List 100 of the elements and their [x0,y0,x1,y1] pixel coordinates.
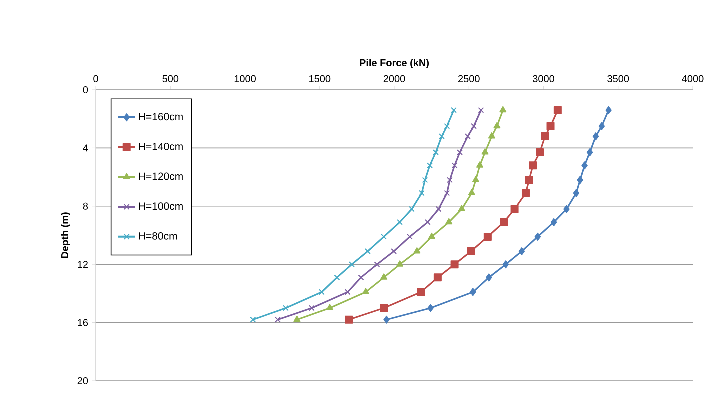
point [573,189,580,198]
point [534,232,542,241]
point [488,132,496,139]
point [467,247,476,256]
legend-label: H=120cm [139,172,183,180]
point [586,148,594,157]
point [592,132,600,141]
point [326,304,334,310]
y-axis-title: Depth (m) [61,212,70,258]
point [550,218,558,226]
point [358,274,364,281]
x-axis-title: Pile Force (kN) [360,59,430,69]
point [438,134,445,140]
y-tick-label: 4 [83,144,88,152]
point [518,247,526,256]
point [450,260,459,269]
point [344,289,351,296]
point [334,274,340,281]
point [433,150,439,156]
point [447,177,453,184]
point [396,260,404,267]
point [294,316,301,322]
x-tick-label: 2000 [384,75,406,82]
point [428,232,436,240]
x-tick-label: 1500 [310,75,331,82]
point [428,304,434,312]
point [434,274,442,282]
point [510,205,519,214]
x-tick-label: 3500 [608,75,630,82]
point [458,205,466,212]
y-tick-label: 16 [78,319,88,326]
point [446,218,453,225]
legend-label: H=140cm [139,142,183,150]
point [250,316,256,323]
x-tick-label: 4000 [682,75,704,82]
point [494,122,501,129]
point [606,106,612,114]
point [452,162,458,169]
point [408,206,415,212]
point [274,316,281,323]
point [418,190,425,196]
point [348,262,355,268]
point [470,288,476,296]
point [345,316,354,324]
point [502,260,510,269]
point [424,219,431,226]
point [391,248,398,254]
point [476,162,484,168]
point [457,150,463,156]
point [472,176,480,182]
point [486,274,492,282]
point [522,189,530,198]
point [422,177,428,184]
point [374,262,380,268]
point [484,232,492,241]
point [598,122,606,130]
point [471,123,478,130]
legend-label: H=80cm [139,232,178,240]
point [380,274,388,280]
point [308,305,315,312]
point [444,123,450,130]
legend-label: H=160cm [139,113,183,121]
point [577,176,584,184]
point [554,106,562,114]
point [468,189,476,196]
point [478,107,484,114]
point [582,162,588,170]
y-tick-label: 0 [83,86,88,94]
point [541,132,550,141]
legend-label: H=100cm [139,202,183,210]
point [500,218,508,226]
point [525,176,534,184]
point [436,206,442,212]
point [464,134,471,140]
point [444,190,450,196]
point [417,288,426,296]
point [318,289,325,296]
x-tick-label: 500 [162,75,179,82]
x-tick-label: 0 [94,75,98,82]
point [536,148,544,157]
point [407,234,413,240]
y-tick-label: 8 [83,202,88,210]
point [546,122,555,130]
x-tick-label: 3000 [533,75,554,82]
y-tick-label: 20 [78,377,88,385]
point [364,248,371,254]
point [564,205,570,214]
point [482,148,489,155]
point [380,304,388,312]
point [384,316,390,324]
point [451,107,458,114]
y-tick-label: 12 [78,261,88,268]
point [500,106,507,113]
point [529,162,538,170]
point [427,162,433,169]
point [283,305,289,312]
x-tick-label: 1000 [234,75,256,82]
point [414,247,421,254]
point [381,234,388,240]
point [362,288,370,294]
